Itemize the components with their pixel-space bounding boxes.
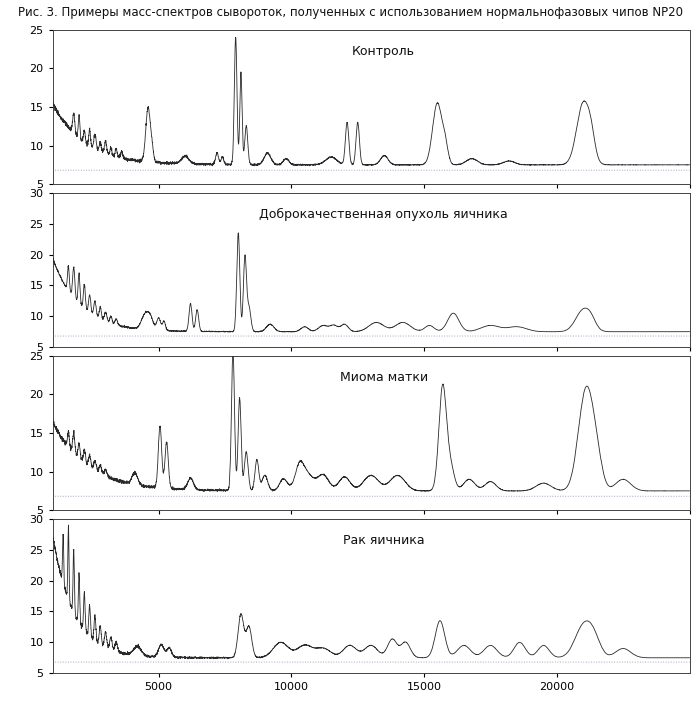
Text: Контроль: Контроль: [352, 45, 415, 58]
Text: Миома матки: Миома матки: [340, 371, 428, 385]
Text: Рак яичника: Рак яичника: [343, 534, 425, 547]
Text: Рис. 3. Примеры масс-спектров сывороток, полученных с использованием нормальнофа: Рис. 3. Примеры масс-спектров сывороток,…: [18, 6, 682, 19]
Text: Доброкачественная опухоль яичника: Доброкачественная опухоль яичника: [260, 208, 508, 221]
